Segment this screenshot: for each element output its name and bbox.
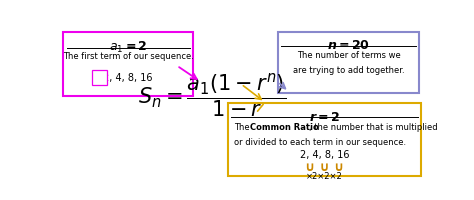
Text: The first term of our sequence.: The first term of our sequence. bbox=[63, 52, 193, 61]
Text: Common Ratio: Common Ratio bbox=[250, 123, 319, 132]
FancyBboxPatch shape bbox=[92, 70, 107, 85]
FancyBboxPatch shape bbox=[228, 103, 421, 176]
Text: $\boldsymbol{n = 20}$: $\boldsymbol{n = 20}$ bbox=[327, 39, 370, 52]
Text: , the number that is multiplied: , the number that is multiplied bbox=[309, 123, 438, 132]
Text: $\boldsymbol{r = 2}$: $\boldsymbol{r = 2}$ bbox=[309, 111, 340, 124]
Text: The: The bbox=[234, 123, 252, 132]
Text: $S_n = \dfrac{a_1(1-r^n)}{1-r}$: $S_n = \dfrac{a_1(1-r^n)}{1-r}$ bbox=[137, 72, 286, 120]
Text: 2, 4, 8, 16: 2, 4, 8, 16 bbox=[300, 150, 349, 160]
Text: 2, 4, 8, 16: 2, 4, 8, 16 bbox=[103, 73, 153, 83]
Text: ∪ ∪ ∪: ∪ ∪ ∪ bbox=[305, 161, 344, 174]
Text: $\boldsymbol{a_1 = 2}$: $\boldsymbol{a_1 = 2}$ bbox=[109, 40, 147, 55]
Text: are trying to add together.: are trying to add together. bbox=[293, 66, 404, 75]
FancyBboxPatch shape bbox=[278, 32, 419, 93]
Text: or divided to each term in our sequence.: or divided to each term in our sequence. bbox=[234, 138, 406, 147]
Text: ×2×2×2: ×2×2×2 bbox=[306, 172, 343, 181]
FancyBboxPatch shape bbox=[63, 32, 193, 96]
Text: The number of terms we: The number of terms we bbox=[297, 51, 401, 60]
